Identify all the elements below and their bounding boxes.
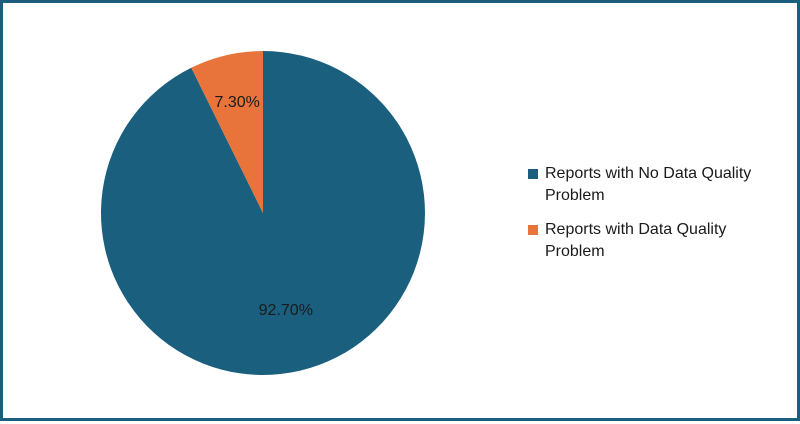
legend: Reports with No Data Quality Problem Rep… <box>525 163 785 275</box>
pie-slices <box>100 51 425 375</box>
legend-label-no-data-quality-problem: Reports with No Data Quality Problem <box>545 165 752 204</box>
legend-item-data-quality-problem: Reports with Data Quality Problem <box>525 219 785 263</box>
legend-label-data-quality-problem: Reports with Data Quality Problem <box>545 221 727 260</box>
pie-slice-no-data-quality-problem <box>100 51 425 375</box>
data-label-data-quality-problem: 7.30% <box>215 94 260 111</box>
pie-slice-data-quality-problem <box>191 51 263 213</box>
data-label-no-data-quality-problem: 92.70% <box>259 302 313 319</box>
legend-swatch-data-quality-problem <box>528 225 538 235</box>
pie-chart: 92.70% 7.30% <box>100 51 425 375</box>
legend-item-no-data-quality-problem: Reports with No Data Quality Problem <box>525 163 785 207</box>
legend-swatch-no-data-quality-problem <box>528 169 538 179</box>
pie-data-labels: 92.70% 7.30% <box>215 94 313 319</box>
